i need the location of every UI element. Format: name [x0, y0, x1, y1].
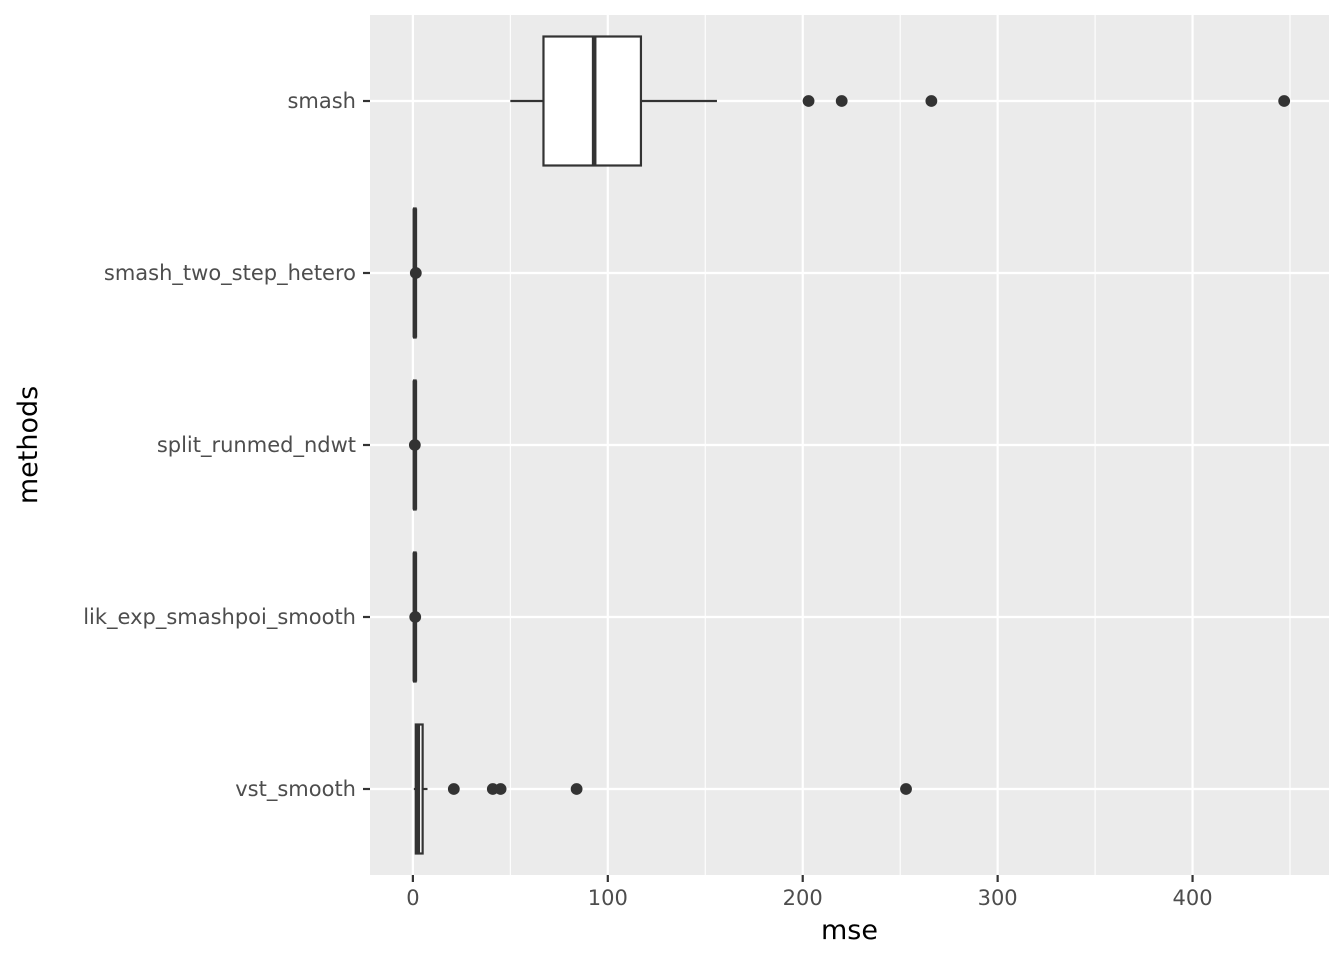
x-axis-title: mse — [821, 915, 878, 946]
outlier-point — [835, 95, 848, 107]
box-group-smash_two_step_hetero — [409, 207, 422, 339]
y-tick-label: lik_exp_smashpoi_smooth — [83, 605, 356, 630]
outlier-point — [900, 783, 912, 795]
box-group-split_runmed_ndwt — [408, 379, 421, 511]
x-tick-label: 200 — [783, 886, 823, 910]
axis-layer: 0 100 200 300 400 smash smash_two_step_heteros… — [83, 89, 1212, 910]
box-group-vst_smooth — [413, 723, 912, 855]
y-tick-label: split_runmed_ndwt — [157, 433, 356, 458]
y-tick-label: smash — [287, 89, 356, 113]
x-tick-label: 0 — [406, 886, 419, 910]
outlier-point — [802, 95, 815, 107]
y-tick-label: vst_smooth — [235, 777, 356, 802]
outlier-point — [570, 783, 583, 795]
y-axis-title: methods — [13, 386, 44, 504]
grid-layer — [370, 15, 1329, 875]
x-tick-label: 300 — [978, 886, 1018, 910]
box-layer — [408, 35, 1291, 855]
box-group-lik_exp_smashpoi_smooth — [409, 551, 422, 683]
outlier-point — [408, 439, 421, 451]
x-tick-label: 100 — [588, 886, 628, 910]
outlier-point — [409, 611, 422, 623]
outlier-point — [447, 783, 460, 795]
outlier-point — [409, 267, 422, 279]
y-tick-label: smash_two_step_hetero — [104, 261, 356, 286]
x-tick-label: 400 — [1173, 886, 1213, 910]
outlier-point — [925, 95, 938, 107]
outlier-point — [494, 783, 507, 795]
outlier-point — [1278, 95, 1291, 107]
box-group-smash — [510, 35, 1291, 167]
